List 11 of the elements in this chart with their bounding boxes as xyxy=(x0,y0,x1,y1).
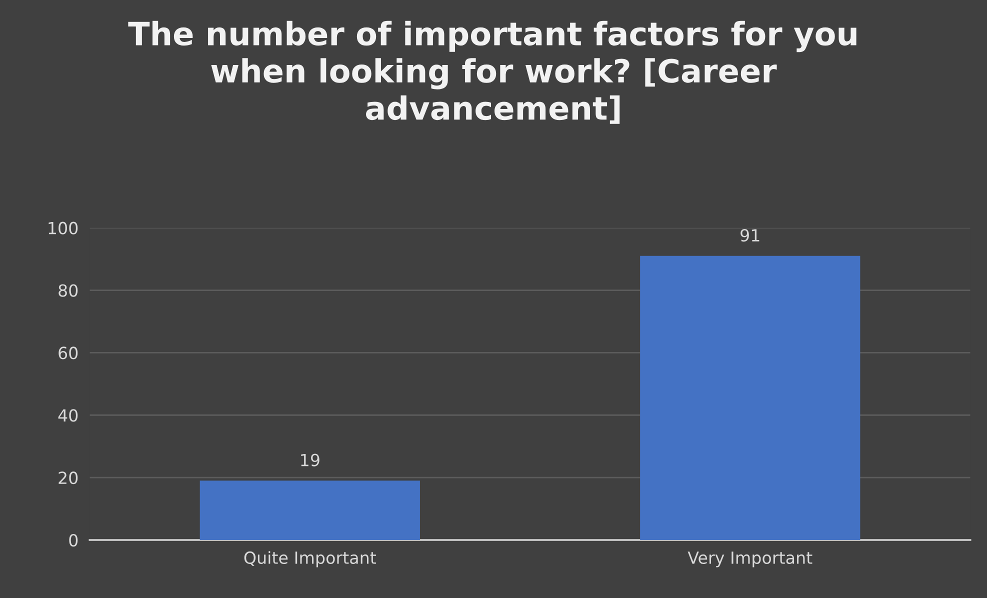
x-tick-label: Quite Important xyxy=(244,551,376,568)
y-tick-label: 0 xyxy=(69,534,78,547)
data-label: 19 xyxy=(301,454,320,466)
x-tick-label: Very Important xyxy=(688,552,812,568)
chart-title: The number of important factors for you when looking for work? [Career advancement] xyxy=(128,20,856,124)
data-label: 91 xyxy=(740,228,760,242)
y-tick-label: 20 xyxy=(58,472,78,484)
y-tick-label: 40 xyxy=(58,409,78,422)
y-tick-label: 100 xyxy=(48,222,78,234)
y-tick-label: 80 xyxy=(58,284,78,297)
y-tick-label: 60 xyxy=(58,346,78,360)
